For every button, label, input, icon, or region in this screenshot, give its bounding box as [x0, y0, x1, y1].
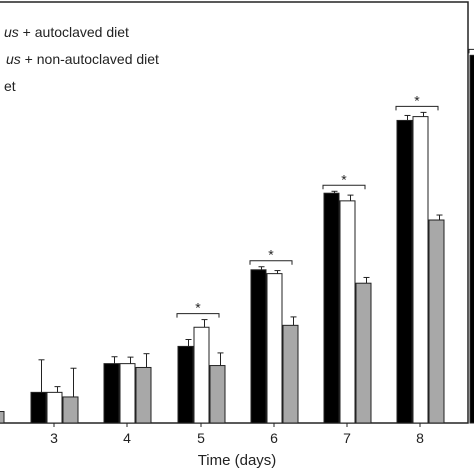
significance-label: * [268, 247, 274, 263]
bar [355, 282, 372, 424]
bar [30, 391, 47, 424]
bar [62, 396, 79, 424]
x-tick-label: 7 [343, 430, 351, 446]
bar [396, 119, 413, 424]
significance-bracket [176, 313, 220, 318]
significance-bracket [249, 260, 293, 265]
legend-item-1: us + autoclaved diet [4, 24, 129, 40]
significance-bracket [395, 105, 439, 111]
bar [0, 411, 5, 424]
bar [428, 219, 445, 424]
bar [250, 269, 267, 424]
significance-label: * [414, 92, 420, 108]
x-tick-label: 6 [270, 430, 278, 446]
legend-item-2: us + non-autoclaved diet [6, 51, 159, 67]
x-axis: 3 4 5 6 7 8 [50, 423, 424, 446]
bar [46, 391, 63, 424]
bar [135, 366, 152, 424]
significance-bracket [322, 184, 366, 190]
bar [209, 365, 226, 424]
x-tick-label: 4 [123, 430, 131, 446]
x-tick-label: 8 [416, 430, 424, 446]
significance-label: * [195, 300, 201, 316]
bar [266, 273, 283, 424]
bar [119, 363, 136, 424]
x-axis-label: Time (days) [197, 452, 277, 469]
bar [282, 324, 299, 424]
x-tick-label: 5 [197, 430, 205, 446]
bar [193, 326, 210, 424]
x-tick-label: 3 [50, 430, 58, 446]
bar [339, 200, 356, 424]
plot-frame [0, 1, 469, 424]
bar [177, 345, 194, 424]
bar [323, 192, 340, 424]
bars: * * * * [0, 48, 474, 424]
bar [469, 54, 474, 424]
bar [103, 363, 120, 424]
significance-label: * [341, 171, 347, 187]
legend-item-3: et [4, 78, 16, 94]
significance-bracket [468, 48, 474, 54]
bar [412, 116, 429, 424]
